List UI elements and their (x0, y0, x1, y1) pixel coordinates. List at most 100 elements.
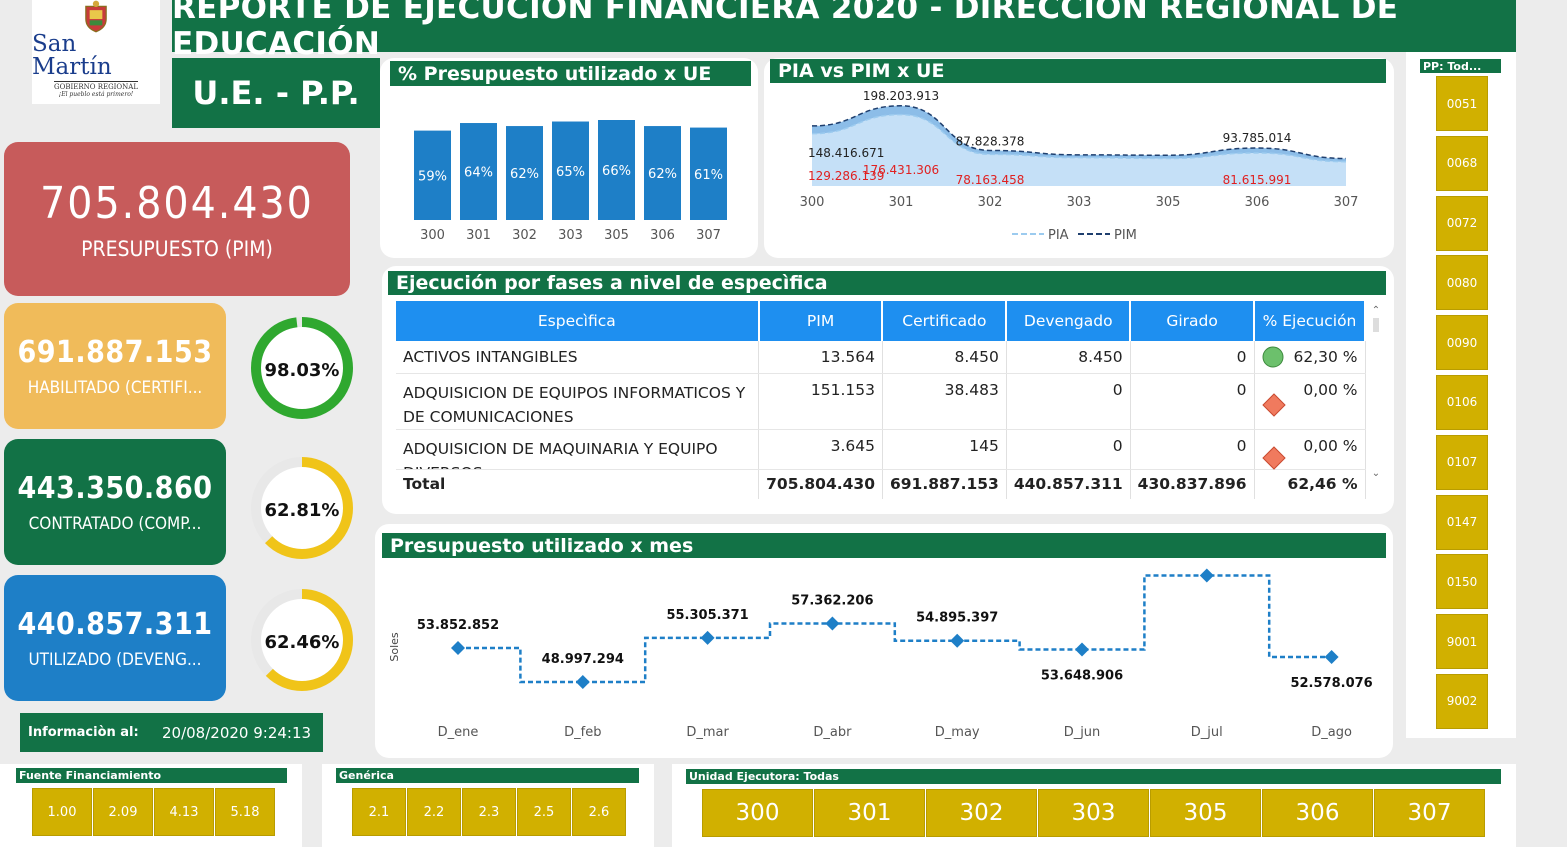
unidad-option-305[interactable]: 305 (1150, 789, 1261, 837)
point-D_abr[interactable] (825, 616, 840, 631)
scroll-down-icon[interactable]: ⌄ (1371, 468, 1381, 479)
pp-option-0080[interactable]: 0080 (1436, 255, 1488, 311)
x-tick-label: 302 (978, 195, 1003, 210)
pia-data-label: 81.615.991 (1223, 173, 1292, 187)
bar-300[interactable] (414, 130, 451, 220)
pim-data-label: 148.416.671 (808, 146, 884, 160)
kpi-habilitado-value: 691.887.153 (17, 334, 213, 370)
fuente-option-4.13[interactable]: 4.13 (154, 788, 214, 836)
pp-slicer-title: PP: Tod... (1420, 59, 1501, 73)
cell-pct: 0,00 % (1303, 380, 1358, 399)
bar-307[interactable] (690, 127, 727, 220)
unidad-option-303[interactable]: 303 (1038, 789, 1149, 837)
x-tick-label: D_ago (1311, 725, 1352, 740)
cell-gir: 0 (1130, 429, 1255, 470)
point-D_ago[interactable] (1324, 649, 1339, 664)
spec-table[interactable]: Especìfica PIM Certificado Devengado Gir… (396, 301, 1366, 499)
x-tick-label: 301 (466, 228, 491, 243)
pp-option-0051[interactable]: 0051 (1436, 76, 1488, 131)
pp-option-9001[interactable]: 9001 (1436, 614, 1488, 670)
col-ejecucion[interactable]: % Ejecución (1254, 301, 1366, 341)
cell-pct: 62,30 % (1293, 348, 1358, 366)
total-label: Total (396, 469, 760, 499)
generica-option-2.3[interactable]: 2.3 (462, 788, 516, 836)
pp-option-0107[interactable]: 0107 (1436, 434, 1488, 490)
kpi-pim-label: PRESUPUESTO (PIM) (81, 236, 273, 261)
cell-cert: 145 (882, 429, 1007, 470)
info-timestamp: Informaciòn al: 20/08/2020 9:24:13 (20, 713, 323, 752)
unidad-option-300[interactable]: 300 (702, 789, 813, 837)
unidad-option-306[interactable]: 306 (1262, 789, 1373, 837)
x-tick-label: D_jun (1064, 725, 1101, 740)
point-D_ene[interactable] (451, 641, 465, 656)
x-tick-label: D_may (935, 725, 980, 740)
bar-label: 65% (556, 165, 585, 180)
x-tick-label: D_ene (438, 725, 479, 740)
data-label: 55.305.371 (666, 608, 748, 623)
unidad-option-307[interactable]: 307 (1374, 789, 1485, 837)
kpi-habilitado-card: 691.887.153 HABILITADO (CERTIFI... (4, 303, 226, 429)
col-certificado[interactable]: Certificado (882, 301, 1008, 341)
data-label: 53.852.852 (417, 618, 499, 633)
point-D_may[interactable] (950, 633, 965, 648)
kpi-contratado-card: 443.350.860 CONTRATADO (COMP... (4, 439, 226, 565)
coat-of-arms-icon (85, 0, 107, 33)
info-label: Informaciòn al: (28, 725, 139, 740)
pia-data-label: 129.286.139 (808, 169, 884, 183)
generica-option-2.5[interactable]: 2.5 (517, 788, 571, 836)
fuente-option-2.09[interactable]: 2.09 (93, 788, 153, 836)
table-scrollbar[interactable]: ⌃ ⌄ (1370, 305, 1382, 485)
cell-pim: 13.564 (758, 341, 883, 374)
generica-option-2.1[interactable]: 2.1 (352, 788, 406, 836)
col-especifica[interactable]: Especìfica (396, 301, 760, 341)
bar-label: 61% (694, 168, 723, 183)
pp-option-0106[interactable]: 0106 (1436, 374, 1488, 430)
data-label: 48.997.294 (542, 652, 624, 667)
gauge-contratado: 62.81% (251, 457, 353, 559)
x-tick-label: 306 (1245, 195, 1270, 210)
kpi-utilizado-label: UTILIZADO (DEVENG... (28, 649, 202, 670)
point-D_feb[interactable] (575, 675, 590, 690)
bar-label: 64% (464, 166, 493, 181)
point-D_jun[interactable] (1075, 642, 1089, 657)
x-tick-label: 305 (604, 228, 629, 243)
table-row[interactable]: ADQUISICION DE MAQUINARIA Y EQUIPO DIVER… (396, 429, 1366, 470)
cell-pct: 0,00 % (1303, 436, 1358, 455)
table-row[interactable]: ACTIVOS INTANGIBLES 13.564 8.450 8.450 0… (396, 341, 1366, 374)
bar-305[interactable] (598, 120, 635, 220)
pp-option-0150[interactable]: 0150 (1436, 554, 1488, 610)
point-D_jul[interactable] (1199, 568, 1214, 583)
scroll-up-icon[interactable]: ⌃ (1371, 305, 1381, 316)
unidad-option-302[interactable]: 302 (926, 789, 1037, 837)
pp-option-0068[interactable]: 0068 (1436, 135, 1488, 191)
total-cert: 691.887.153 (882, 469, 1007, 499)
col-pim[interactable]: PIM (758, 301, 884, 341)
table-row[interactable]: ADQUISICION DE EQUIPOS INFORMATICOS Y DE… (396, 373, 1366, 430)
status-red-diamond-icon (1261, 445, 1286, 470)
scroll-thumb[interactable] (1373, 318, 1379, 332)
generica-option-2.6[interactable]: 2.6 (572, 788, 626, 836)
data-label: 57.362.206 (791, 593, 873, 608)
logo-sub2: ¡El pueblo está primero! (58, 91, 134, 98)
pp-option-0147[interactable]: 0147 (1436, 494, 1488, 550)
point-D_mar[interactable] (700, 630, 715, 645)
col-devengado[interactable]: Devengado (1006, 301, 1132, 341)
utilizado-line (458, 574, 1332, 684)
fuente-option-5.18[interactable]: 5.18 (215, 788, 275, 836)
bar-306[interactable] (644, 126, 681, 220)
gauge-utilizado: 62.46% (251, 589, 353, 691)
line-chart: Soles 53.852.852 D_ene 48.997.294 D_feb 55.30… (388, 568, 1373, 740)
pp-option-0090[interactable]: 0090 (1436, 315, 1488, 371)
col-girado[interactable]: Girado (1130, 301, 1256, 341)
bar-303[interactable] (552, 121, 589, 220)
bar-302[interactable] (506, 126, 543, 220)
bar-chart-title: % Presupuesto utilizado x UE (390, 61, 751, 86)
data-label: 52.578.076 (1290, 676, 1372, 691)
unidad-option-301[interactable]: 301 (814, 789, 925, 837)
pp-option-0072[interactable]: 0072 (1436, 195, 1488, 251)
total-dev: 440.857.311 (1006, 469, 1131, 499)
fuente-option-1.00[interactable]: 1.00 (32, 788, 92, 836)
bar-301[interactable] (460, 123, 497, 220)
pp-option-9002[interactable]: 9002 (1436, 673, 1488, 729)
generica-option-2.2[interactable]: 2.2 (407, 788, 461, 836)
